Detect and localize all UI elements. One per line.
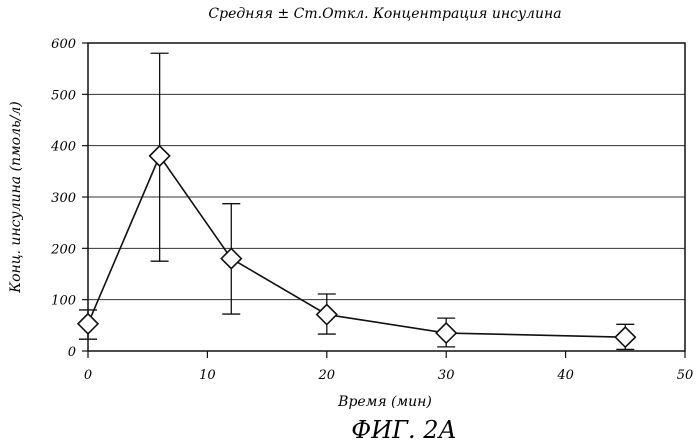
y-tick-label: 100 [51, 294, 76, 309]
x-tick-label: 40 [556, 368, 574, 383]
y-tick-label: 0 [68, 345, 76, 360]
x-axis-label: Время (мин) [337, 394, 432, 410]
data-markers [76, 144, 637, 349]
error-bars [79, 52, 635, 351]
y-axis-label: Конц. инсулина (пмоль/л) [8, 101, 24, 293]
data-point [315, 303, 338, 326]
x-tick-label: 30 [438, 368, 455, 383]
x-tick-label: 20 [318, 368, 336, 383]
series-line [87, 154, 626, 338]
chart-title: Средняя ± Ст.Откл. Концентрация инсулина [208, 6, 561, 22]
y-tick-label: 300 [51, 191, 76, 206]
data-point [76, 312, 100, 335]
gridlines [88, 93, 685, 301]
x-tick-label: 10 [199, 368, 216, 383]
plot-frame [87, 42, 686, 352]
data-point [148, 144, 171, 168]
figure-caption: ФИГ. 2А [351, 416, 456, 444]
y-axis: 0 100 200 300 400 500 600 [50, 37, 88, 360]
data-point [435, 321, 458, 345]
x-axis: 0 10 20 30 40 50 [84, 351, 693, 383]
x-tick-label: 50 [677, 368, 694, 383]
y-tick-label: 600 [51, 37, 76, 52]
y-tick-label: 400 [50, 140, 76, 155]
data-point [614, 326, 637, 349]
y-tick-label: 500 [51, 88, 76, 103]
x-tick-label: 0 [84, 368, 92, 383]
data-point [220, 247, 243, 270]
y-tick-label: 200 [50, 242, 76, 257]
